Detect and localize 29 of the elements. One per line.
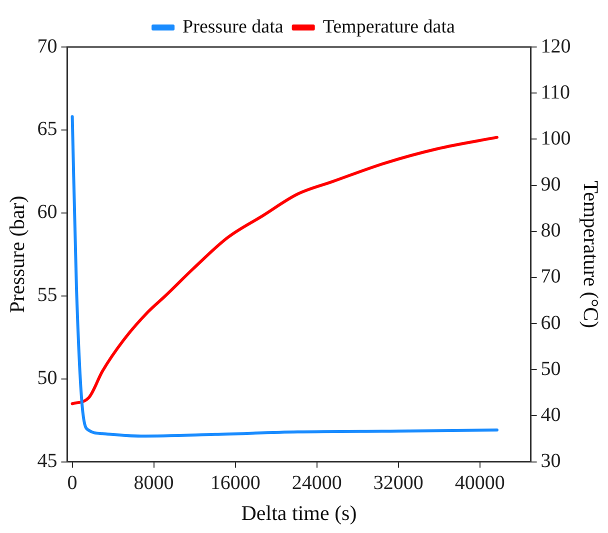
x-axis-title: Delta time (s) bbox=[241, 500, 357, 525]
x-tick-label: 0 bbox=[67, 472, 78, 494]
y-tick-label: 55 bbox=[37, 284, 58, 306]
x-tick-label: 24000 bbox=[292, 472, 342, 494]
x-tick-label: 8000 bbox=[134, 472, 174, 494]
line-series bbox=[70, 115, 498, 438]
y2-tick-label: 100 bbox=[540, 127, 571, 150]
y2-tick-label: 50 bbox=[540, 358, 561, 380]
x-tick-label: 32000 bbox=[373, 472, 424, 494]
y2-tick-label: 40 bbox=[540, 404, 561, 426]
y-tick-label: 45 bbox=[37, 450, 58, 472]
y2-axis-title: Temperature (°C) bbox=[578, 180, 603, 328]
y-axis-title: Pressure (bar) bbox=[5, 196, 30, 313]
y-tick-label: 60 bbox=[37, 201, 58, 224]
y2-tick-label: 70 bbox=[540, 266, 561, 288]
legend-label: Temperature data bbox=[322, 16, 456, 38]
y-tick-label: 50 bbox=[37, 367, 58, 390]
y2-tick-label: 60 bbox=[540, 312, 561, 334]
line-series bbox=[70, 136, 498, 406]
y2-tick-label: 80 bbox=[540, 220, 561, 242]
y-tick-label: 65 bbox=[37, 118, 58, 140]
y2-tick-label: 30 bbox=[540, 450, 561, 472]
legend-label: Pressure data bbox=[182, 16, 284, 38]
y2-tick-label: 90 bbox=[540, 174, 561, 196]
x-tick-label: 40000 bbox=[454, 472, 505, 494]
x-tick-label: 16000 bbox=[210, 472, 260, 494]
y-tick-label: 70 bbox=[37, 35, 58, 58]
y2-tick-label: 110 bbox=[540, 81, 570, 104]
y2-tick-label: 120 bbox=[540, 35, 571, 58]
